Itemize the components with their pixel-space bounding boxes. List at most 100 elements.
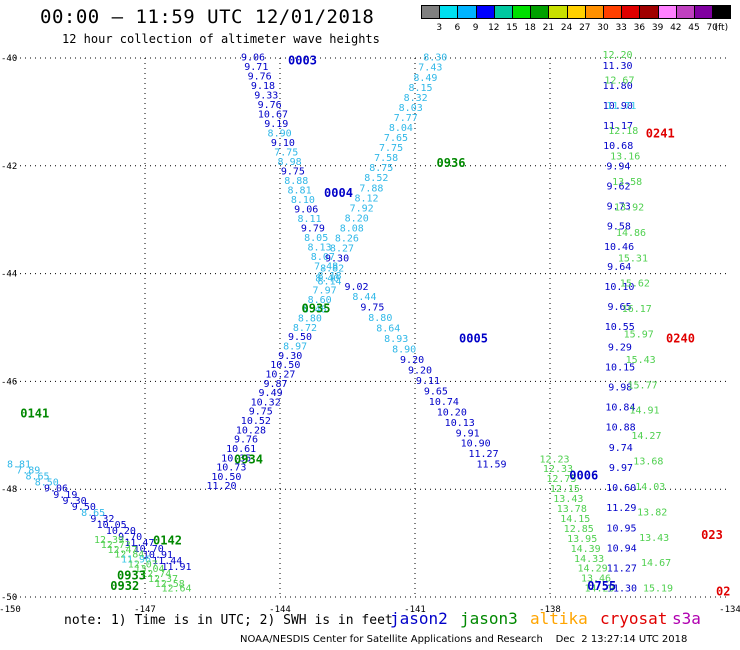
wave-height-value: 10.61 [226, 444, 256, 455]
wave-height-value: 8.82 [320, 264, 344, 275]
wave-height-value: 10.20 [106, 526, 136, 537]
wave-height-value: 10.05 [97, 520, 127, 531]
pass-time-label: 0003 [288, 54, 317, 68]
wave-height-value: 9.50 [72, 502, 96, 513]
x-tick-label: -150 [0, 605, 21, 615]
wave-height-value: 8.07 [311, 252, 335, 263]
wave-height-value: 8.97 [283, 342, 307, 353]
scale-label: 42 [670, 23, 682, 33]
scale-label: (ft) [714, 23, 729, 33]
wave-height-value: 9.06 [241, 53, 265, 64]
wave-height-value: 13.46 [581, 574, 611, 585]
satellite-legend-s3a: s3a [672, 609, 701, 628]
wave-height-value: 13.43 [553, 494, 583, 505]
wave-height-value: 8.44 [352, 292, 376, 303]
wave-height-value: 11.59 [476, 460, 506, 471]
pass-time-label: 0241 [646, 126, 675, 140]
wave-height-value: 8.80 [368, 313, 392, 324]
wave-height-value: 13.82 [637, 507, 667, 518]
pass-time-label: 0240 [666, 331, 695, 345]
wave-height-value: 8.88 [284, 176, 308, 187]
wave-height-value: 11.20 [206, 481, 236, 492]
wave-height-value: 8.72 [293, 323, 317, 334]
wave-height-value: 11.30 [607, 584, 637, 595]
wave-height-value: 12.64 [161, 584, 191, 595]
wave-height-value: 9.71 [244, 62, 268, 73]
wave-height-value: 9.06 [294, 205, 318, 216]
wave-height-value: 9.76 [258, 100, 282, 111]
wave-height-value: 7.75 [274, 148, 298, 159]
wave-height-value: 14.29 [578, 564, 608, 575]
wave-height-value: 12.58 [155, 579, 185, 590]
wave-height-value: 8.52 [364, 173, 388, 184]
wave-height-value: 14.15 [560, 514, 590, 525]
pass-time-label: 0142 [153, 533, 182, 547]
wave-height-value: 10.68 [603, 141, 633, 152]
wave-height-value: 8.64 [376, 324, 400, 335]
wave-height-value: 8.04 [389, 123, 413, 134]
wave-height-value: 9.10 [271, 138, 295, 149]
wave-height-value: 9.74 [609, 443, 633, 454]
wave-height-value: 8.81 [7, 460, 31, 471]
wave-height-value: 9.20 [400, 355, 424, 366]
wave-height-value: 9.19 [53, 490, 77, 501]
wave-height-value: 9.20 [408, 365, 432, 376]
wave-height-value: 9.97 [609, 463, 633, 474]
wave-height-value: 7.65 [384, 133, 408, 144]
chart-title: 00:00 — 11:59 UTC 12/01/2018 [40, 6, 375, 28]
wave-height-value: 11.47 [124, 538, 154, 549]
pass-time-label: 0004 [324, 186, 353, 200]
wave-height-value: 8.20 [345, 213, 369, 224]
wave-height-value: 9.73 [607, 202, 631, 213]
y-tick-label: -48 [1, 485, 17, 495]
wave-height-value: 9.75 [249, 407, 273, 418]
wave-height-value: 11.96 [121, 555, 151, 566]
wave-height-value: 11.29 [606, 503, 636, 514]
wave-height-value: 8.80 [298, 314, 322, 325]
wave-height-value: 8.30 [423, 53, 447, 64]
footnote: note: 1) Time is in UTC; 2) SWH is in fe… [64, 613, 393, 628]
wave-height-value: 9.79 [301, 224, 325, 235]
wave-height-value: 9.30 [278, 351, 302, 362]
satellite-legend-jason2: jason2 [390, 609, 448, 628]
wave-height-value: 10.60 [606, 483, 636, 494]
wave-height-value: 9.32 [90, 514, 114, 525]
wave-height-value: 7.58 [374, 153, 398, 164]
y-tick-label: -42 [1, 162, 17, 172]
wave-height-value: 7.75 [379, 143, 403, 154]
wave-height-value: 9.30 [63, 496, 87, 507]
wave-height-value: 8.32 [404, 93, 428, 104]
scale-label: 39 [651, 23, 664, 33]
wave-height-value: 9.75 [281, 167, 305, 178]
wave-height-value: 12.74 [141, 569, 171, 580]
wave-height-value: 12.07 [128, 559, 158, 570]
wave-height-value: 8.05 [304, 233, 328, 244]
scale-label: 9 [472, 23, 479, 33]
wave-height-value: 9.19 [264, 119, 288, 130]
wave-height-value: 14.86 [616, 228, 646, 239]
wave-height-value: 11.27 [469, 449, 499, 460]
scale-label: 12 [488, 23, 500, 33]
wave-height-value: 9.06 [44, 484, 68, 495]
pass-time-label: 0933 [117, 568, 146, 582]
wave-height-value: 14.03 [635, 482, 665, 493]
wave-height-value: 8.10 [291, 195, 315, 206]
wave-height-value: 9.76 [234, 435, 258, 446]
wave-height-value: 10.88 [606, 423, 636, 434]
scale-label: 33 [615, 23, 627, 33]
wave-height-value: 10.70 [134, 544, 164, 555]
scale-label: 6 [454, 23, 461, 33]
wave-height-value: 15.97 [624, 330, 654, 341]
wave-height-value: 9.30 [325, 254, 349, 265]
wave-height-value: 15.62 [620, 279, 650, 290]
wave-height-value: 7.92 [350, 203, 374, 214]
satellite-legend-jason3: jason3 [460, 609, 518, 628]
scale-swatch [712, 5, 732, 19]
wave-height-value: 8.49 [413, 73, 437, 84]
wave-height-value: 12.47 [107, 545, 137, 556]
wave-height-value: 8.60 [308, 295, 332, 306]
wave-height-value: 8.75 [369, 163, 393, 174]
wave-height-value: 10.50 [211, 472, 241, 483]
satellite-legend-altika: altika [530, 609, 588, 628]
scale-label: 15 [506, 23, 518, 33]
